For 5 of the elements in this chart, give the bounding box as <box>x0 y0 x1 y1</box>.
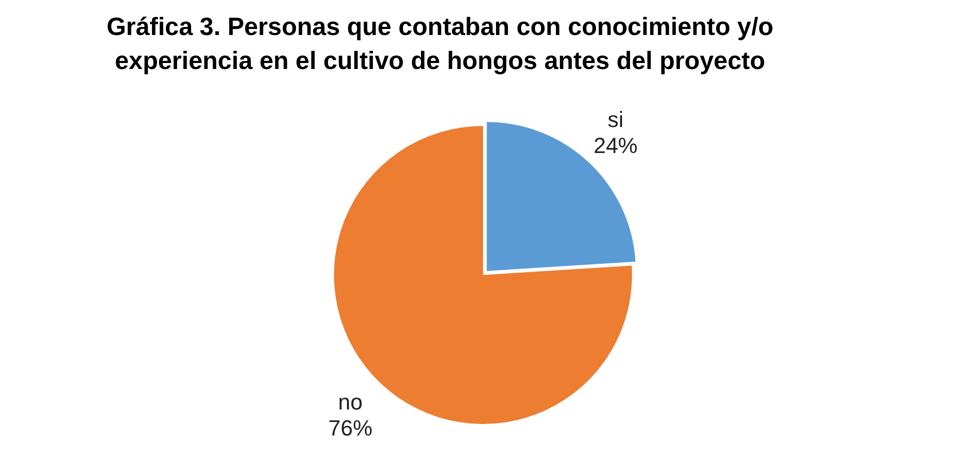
chart-title: Gráfica 3. Personas que contaban con conocimiento y/o experiencia en el cultivo de hongos antes del proyecto <box>106 12 774 77</box>
data-label: 76% <box>328 415 372 440</box>
slice-label: no <box>338 389 363 414</box>
slice-label: si <box>608 106 624 132</box>
data-label: 24% <box>594 132 638 158</box>
